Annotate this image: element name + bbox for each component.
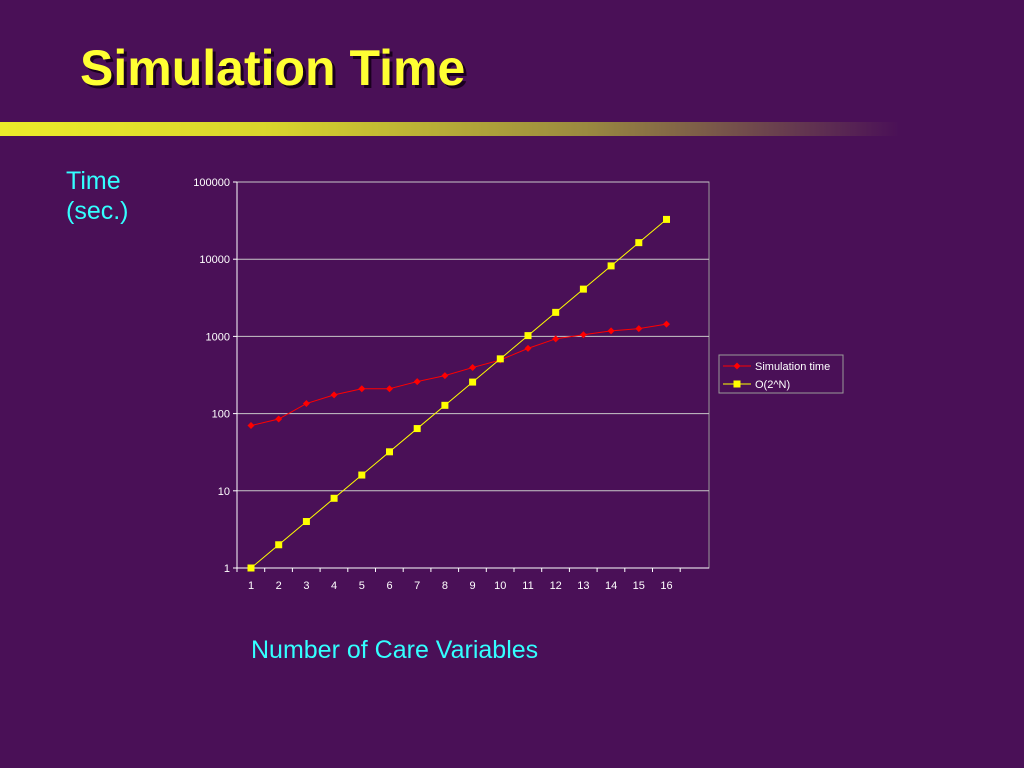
y-tick-label: 10 [218, 486, 230, 498]
series-1-point [552, 335, 560, 343]
series-1-point [413, 378, 421, 386]
series-1-point [330, 391, 338, 399]
x-tick-label: 12 [550, 580, 562, 592]
series-2-point [441, 401, 449, 409]
x-tick-label: 7 [414, 580, 420, 592]
legend-marker [733, 362, 741, 370]
y-tick-label: 100000 [193, 177, 230, 189]
series-2-point [496, 355, 504, 363]
series-2-point [579, 285, 587, 293]
series-1-point [524, 344, 532, 352]
series-2-point [552, 308, 560, 316]
x-tick-label: 1 [248, 580, 254, 592]
series-2-point [607, 262, 615, 270]
y-tick-label: 1000 [206, 331, 230, 343]
series-1-point [247, 422, 255, 430]
series-2-point [247, 564, 255, 572]
series-line-2 [250, 219, 667, 569]
x-tick-label: 5 [359, 580, 365, 592]
x-tick-label: 16 [660, 580, 672, 592]
series-1-point [441, 372, 449, 380]
series-1-point [469, 364, 477, 372]
series-1-point [386, 385, 393, 393]
x-tick-label: 8 [442, 580, 448, 592]
legend-marker [733, 380, 741, 388]
series-2-point [469, 378, 477, 386]
series-1-point [607, 327, 615, 335]
legend-label: Simulation time [755, 361, 830, 373]
series-2-point [635, 239, 643, 247]
series-2-point [358, 471, 366, 479]
legend-box [718, 354, 844, 394]
series-2-point [386, 448, 393, 456]
title-divider [0, 122, 900, 136]
series-1-point [358, 385, 366, 393]
series-2-point [302, 518, 310, 526]
y-tick-label: 1 [224, 563, 230, 575]
y-axis-label: Time (sec.) [66, 167, 129, 225]
legend-label: O(2^N) [755, 379, 790, 391]
x-tick-label: 2 [276, 580, 282, 592]
series-2-point [663, 215, 670, 223]
x-tick-label: 14 [605, 580, 617, 592]
x-tick-label: 15 [633, 580, 645, 592]
series-1-point [635, 325, 643, 333]
series-1-point [663, 320, 670, 328]
series-line-1 [250, 323, 667, 427]
series-1-point [275, 415, 283, 423]
x-axis-label: Number of Care Variables [251, 636, 539, 664]
x-tick-label: 9 [470, 580, 476, 592]
x-tick-label: 11 [522, 580, 533, 592]
series-2-point [524, 332, 532, 340]
series-1-point [302, 400, 310, 408]
y-tick-label: 100 [212, 409, 230, 421]
series-1-point [579, 331, 587, 339]
x-tick-label: 4 [331, 580, 337, 592]
x-tick-label: 13 [577, 580, 589, 592]
x-tick-label: 3 [303, 580, 309, 592]
x-tick-label: 6 [386, 580, 392, 592]
slide-title: Simulation Time [80, 40, 466, 96]
series-2-point [275, 541, 283, 549]
series-2-point [330, 494, 338, 502]
series-2-point [413, 425, 421, 433]
x-tick-label: 10 [494, 580, 506, 592]
y-tick-label: 10000 [199, 254, 230, 266]
